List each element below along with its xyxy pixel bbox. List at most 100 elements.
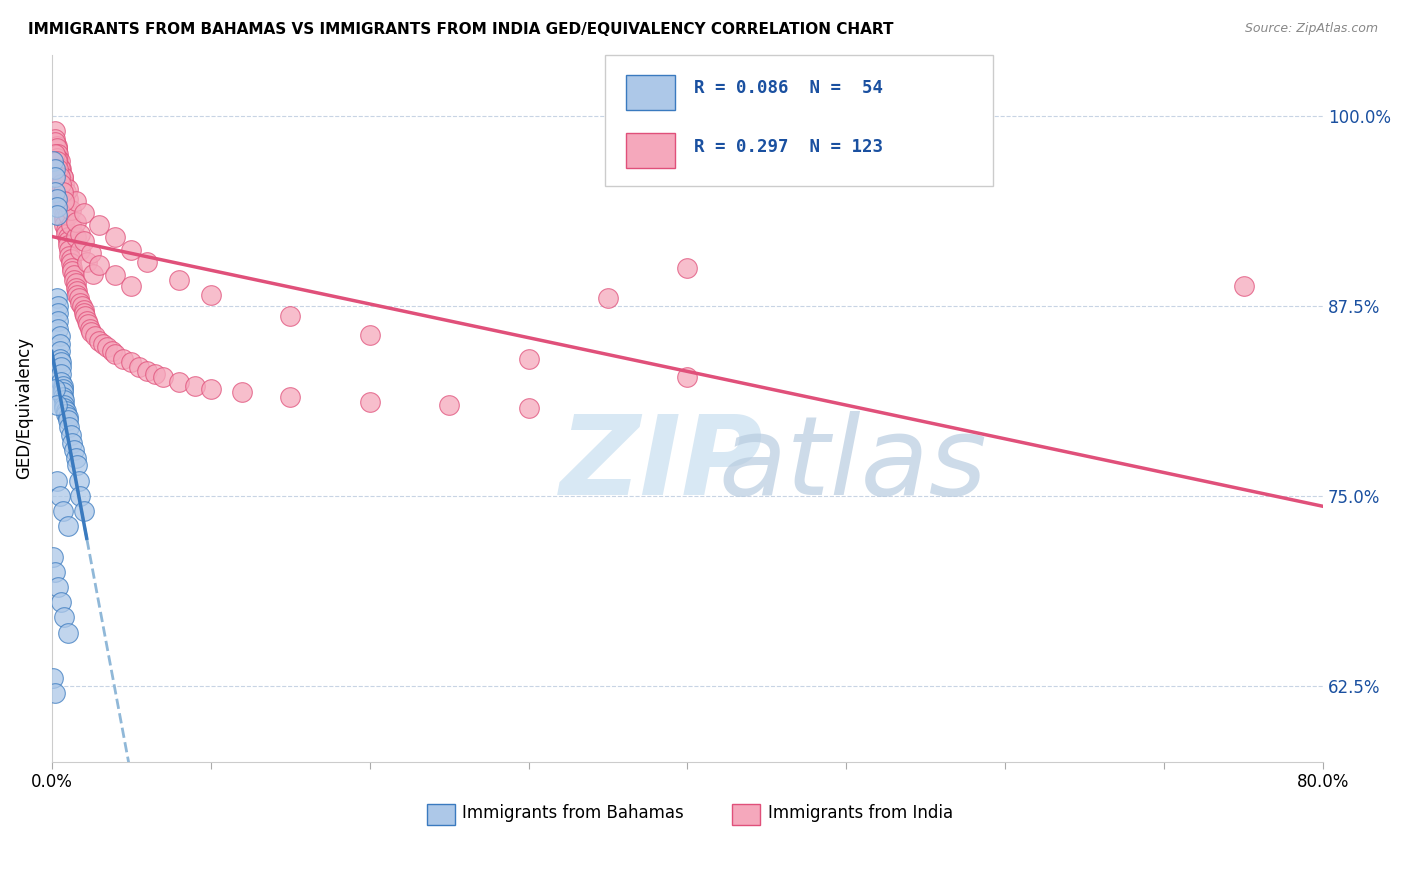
Point bbox=[45, 200, 67, 214]
Point bbox=[69, 227, 91, 242]
Point bbox=[52, 185, 75, 199]
Point bbox=[89, 219, 111, 233]
Point bbox=[76, 254, 98, 268]
Point bbox=[65, 230, 87, 244]
Point bbox=[63, 268, 86, 283]
Point bbox=[72, 504, 94, 518]
Point bbox=[48, 329, 70, 343]
Text: R = 0.086  N =  54: R = 0.086 N = 54 bbox=[693, 79, 883, 97]
Point bbox=[136, 364, 159, 378]
Point bbox=[56, 182, 79, 196]
Point bbox=[56, 625, 79, 640]
Point bbox=[55, 200, 77, 214]
Point bbox=[44, 124, 66, 138]
Text: Immigrants from Bahamas: Immigrants from Bahamas bbox=[463, 805, 685, 822]
Point bbox=[46, 580, 69, 594]
Point bbox=[59, 203, 82, 218]
Point bbox=[44, 185, 66, 199]
Point bbox=[104, 230, 127, 244]
Point bbox=[152, 370, 174, 384]
Point bbox=[48, 161, 70, 175]
Point bbox=[66, 288, 89, 302]
Point bbox=[101, 344, 124, 359]
Point bbox=[62, 264, 84, 278]
Point bbox=[63, 443, 86, 458]
Point bbox=[437, 398, 460, 412]
Point bbox=[128, 359, 150, 374]
Point bbox=[104, 268, 127, 283]
Point bbox=[51, 178, 73, 192]
Point bbox=[48, 172, 70, 186]
Point bbox=[82, 267, 104, 281]
Point bbox=[55, 227, 77, 242]
Point bbox=[44, 169, 66, 184]
Point bbox=[517, 351, 540, 366]
Point bbox=[46, 163, 69, 178]
Point bbox=[45, 141, 67, 155]
Point bbox=[66, 284, 89, 298]
Point bbox=[48, 336, 70, 351]
Point bbox=[56, 409, 79, 424]
Point bbox=[200, 288, 222, 302]
Point bbox=[72, 206, 94, 220]
Point bbox=[676, 370, 699, 384]
Point bbox=[55, 185, 77, 199]
Point bbox=[46, 147, 69, 161]
Point bbox=[45, 139, 67, 153]
Point bbox=[51, 162, 73, 177]
Point bbox=[89, 258, 111, 272]
Point bbox=[184, 379, 207, 393]
Point bbox=[42, 154, 65, 169]
Point bbox=[53, 212, 76, 227]
Point bbox=[46, 162, 69, 177]
Point bbox=[59, 219, 82, 233]
Point bbox=[56, 208, 79, 222]
Point bbox=[51, 359, 73, 374]
Point bbox=[62, 260, 84, 275]
Point bbox=[56, 238, 79, 252]
Point bbox=[65, 194, 87, 208]
Point bbox=[112, 351, 135, 366]
Point bbox=[167, 375, 190, 389]
Point bbox=[143, 368, 166, 382]
Point bbox=[231, 385, 253, 400]
Point bbox=[89, 334, 111, 348]
Point bbox=[72, 306, 94, 320]
Point bbox=[52, 383, 75, 397]
Point bbox=[51, 182, 73, 196]
Point bbox=[52, 185, 75, 199]
Point bbox=[66, 458, 89, 473]
Point bbox=[53, 178, 76, 192]
Point bbox=[104, 347, 127, 361]
Point bbox=[52, 197, 75, 211]
Point bbox=[45, 474, 67, 488]
Point bbox=[75, 310, 97, 324]
Point bbox=[48, 167, 70, 181]
Point bbox=[200, 383, 222, 397]
Point bbox=[278, 390, 301, 404]
Point bbox=[72, 234, 94, 248]
Bar bbox=[627, 133, 675, 169]
Text: Source: ZipAtlas.com: Source: ZipAtlas.com bbox=[1244, 22, 1378, 36]
Point bbox=[517, 401, 540, 415]
Point bbox=[596, 291, 619, 305]
Point bbox=[44, 147, 66, 161]
Point bbox=[67, 291, 90, 305]
Point bbox=[53, 208, 76, 222]
Point bbox=[69, 243, 91, 257]
Point bbox=[45, 208, 67, 222]
Point bbox=[55, 407, 77, 421]
Point bbox=[45, 291, 67, 305]
Point bbox=[62, 435, 84, 450]
Point bbox=[56, 234, 79, 248]
Point bbox=[45, 154, 67, 169]
Point bbox=[65, 276, 87, 290]
Point bbox=[65, 215, 87, 229]
Point bbox=[52, 504, 75, 518]
Point bbox=[51, 188, 73, 202]
Point bbox=[55, 223, 77, 237]
Point bbox=[96, 340, 118, 354]
Point bbox=[44, 565, 66, 579]
Point bbox=[45, 398, 67, 412]
Point bbox=[48, 351, 70, 366]
